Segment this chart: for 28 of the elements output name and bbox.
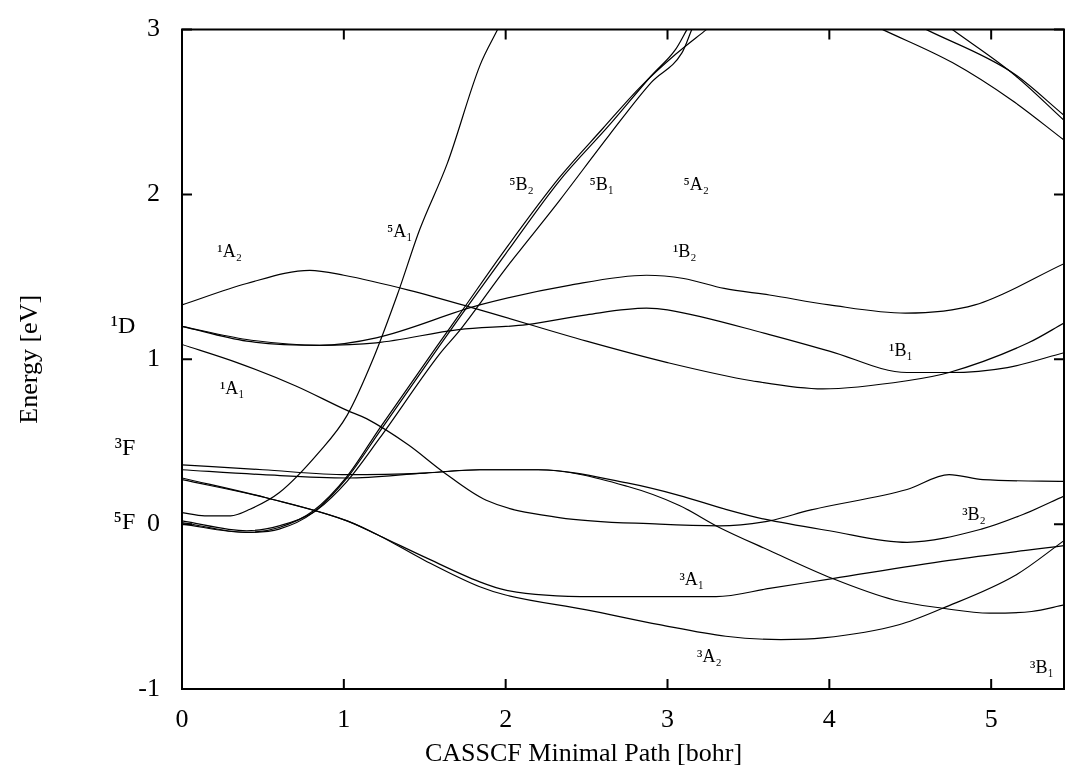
y-tick-label: 0: [147, 507, 160, 537]
x-tick-label: 2: [499, 704, 513, 734]
y-axis-title: Energy [eV]: [13, 294, 43, 424]
y-tick-label: 2: [147, 178, 160, 208]
x-tick-label: 1: [337, 704, 351, 734]
text: ³F: [114, 434, 136, 461]
x-tick-label: 0: [175, 704, 189, 734]
annotation: ³B₂: [962, 504, 986, 525]
text: ⁵F: [113, 508, 136, 535]
annotation: ¹A₁: [219, 377, 245, 398]
annotation: ⁵A₂: [683, 173, 709, 194]
annotation: ³A₁: [679, 568, 705, 589]
x-tick-label: 5: [984, 704, 998, 734]
annotation: ¹B₂: [672, 240, 697, 261]
y-tick-label: 1: [147, 343, 160, 373]
y-tick-label: -1: [138, 672, 160, 702]
annotation: ¹B₁: [888, 340, 913, 361]
annotation: ³A₂: [697, 646, 722, 667]
x-axis-title: CASSCF Minimal Path [bohr]: [424, 737, 743, 767]
annotation: ⁵B₁: [589, 173, 615, 194]
x-tick-label: 4: [822, 704, 836, 734]
annotation: ⁵B₂: [509, 173, 534, 194]
annotation: ³B₁: [1030, 656, 1054, 677]
text: ¹D: [110, 311, 136, 338]
annotation: ¹A₂: [217, 240, 242, 261]
y-tick-label: 3: [147, 13, 160, 43]
annotation: ⁵A₁: [387, 220, 413, 241]
x-tick-label: 3: [661, 704, 674, 734]
